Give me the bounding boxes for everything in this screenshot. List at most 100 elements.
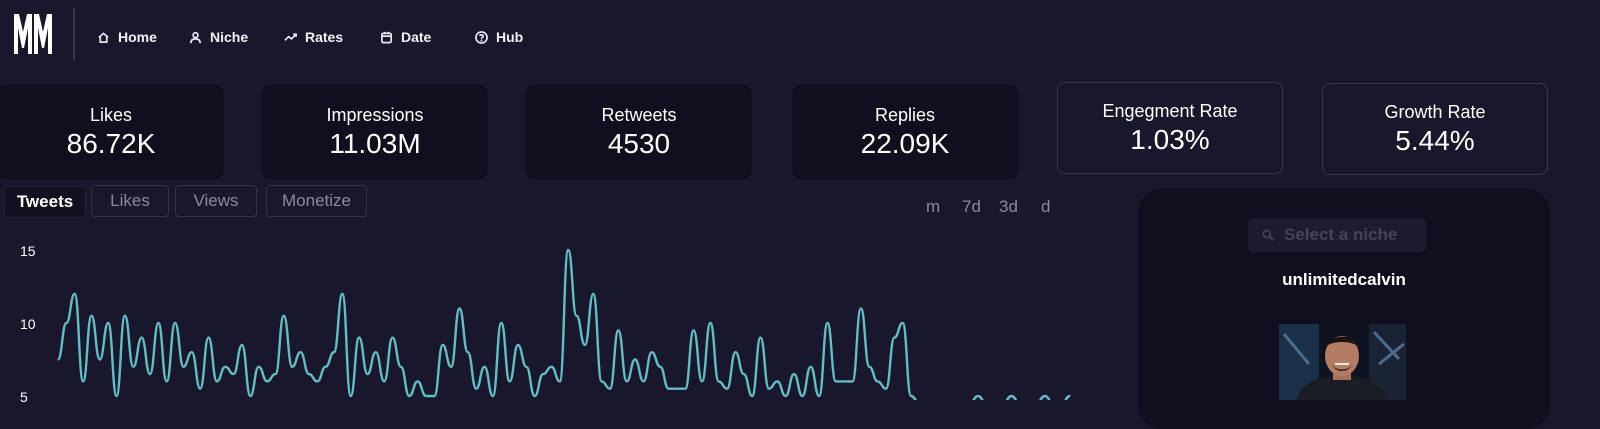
data-point[interactable] (977, 395, 979, 397)
data-point[interactable] (233, 373, 235, 375)
data-point[interactable] (785, 395, 787, 397)
data-point[interactable] (141, 337, 143, 339)
tab-views[interactable]: Views (175, 185, 257, 217)
data-point[interactable] (659, 366, 661, 368)
data-point[interactable] (241, 344, 243, 346)
data-point[interactable] (751, 395, 753, 397)
data-point[interactable] (366, 373, 369, 375)
data-point[interactable] (216, 380, 218, 382)
data-point[interactable] (132, 366, 134, 368)
data-point[interactable] (651, 351, 653, 353)
data-point[interactable] (375, 351, 377, 353)
range-day[interactable]: d (1041, 197, 1051, 216)
data-point[interactable] (525, 366, 527, 368)
data-point[interactable] (835, 380, 837, 382)
tweets-line-chart[interactable] (0, 220, 1130, 400)
data-point[interactable] (182, 366, 185, 368)
data-point[interactable] (743, 373, 745, 375)
data-point[interactable] (308, 373, 310, 375)
data-point[interactable] (534, 395, 536, 397)
data-point[interactable] (274, 373, 277, 375)
data-point[interactable] (910, 395, 912, 397)
mm-logo[interactable] (14, 14, 52, 54)
data-point[interactable] (877, 380, 879, 382)
data-point[interactable] (492, 395, 494, 397)
data-point[interactable] (291, 366, 293, 368)
data-point[interactable] (851, 380, 854, 382)
data-point[interactable] (157, 322, 159, 324)
data-point[interactable] (316, 380, 318, 382)
data-point[interactable] (425, 395, 427, 397)
data-point[interactable] (843, 380, 845, 382)
data-point[interactable] (676, 388, 678, 390)
data-point[interactable] (826, 322, 829, 324)
data-point[interactable] (609, 388, 611, 390)
data-point[interactable] (550, 366, 553, 368)
data-point[interactable] (542, 373, 544, 375)
data-point[interactable] (433, 395, 435, 397)
data-point[interactable] (191, 351, 193, 353)
nav-rates[interactable]: Rates (284, 27, 343, 47)
data-point[interactable] (868, 366, 870, 368)
data-point[interactable] (667, 388, 670, 390)
nav-niche[interactable]: Niche (189, 27, 248, 47)
data-point[interactable] (207, 337, 210, 339)
data-point[interactable] (718, 380, 720, 382)
data-point[interactable] (634, 358, 636, 361)
data-point[interactable] (166, 380, 168, 382)
data-point[interactable] (450, 366, 452, 368)
nav-date[interactable]: Date (380, 27, 431, 47)
data-point[interactable] (475, 388, 477, 390)
data-point[interactable] (90, 315, 93, 317)
tab-monetize[interactable]: Monetize (266, 185, 367, 217)
data-point[interactable] (759, 337, 762, 339)
data-point[interactable] (818, 395, 820, 397)
data-point[interactable] (383, 380, 385, 382)
niche-search[interactable] (1248, 218, 1426, 252)
data-point[interactable] (249, 395, 251, 397)
data-point[interactable] (174, 322, 176, 324)
data-point[interactable] (1069, 395, 1071, 397)
data-point[interactable] (391, 337, 394, 339)
data-point[interactable] (400, 366, 402, 368)
data-point[interactable] (442, 344, 444, 346)
range-3d[interactable]: 3d (999, 197, 1018, 216)
data-point[interactable] (810, 366, 812, 368)
data-point[interactable] (592, 293, 594, 295)
data-point[interactable] (584, 344, 586, 346)
data-point[interactable] (1010, 395, 1013, 397)
data-point[interactable] (283, 315, 285, 317)
data-point[interactable] (709, 322, 711, 324)
data-point[interactable] (99, 358, 101, 361)
data-point[interactable] (358, 337, 360, 339)
data-point[interactable] (693, 329, 695, 331)
data-point[interactable] (82, 380, 84, 382)
data-point[interactable] (567, 249, 569, 251)
data-point[interactable] (333, 351, 335, 353)
data-point[interactable] (199, 388, 201, 390)
data-point[interactable] (684, 388, 686, 390)
data-point[interactable] (350, 395, 352, 397)
data-point[interactable] (417, 380, 419, 382)
data-point[interactable] (559, 380, 561, 382)
data-point[interactable] (768, 388, 770, 390)
data-point[interactable] (701, 380, 703, 382)
nav-home[interactable]: Home (97, 27, 157, 47)
data-point[interactable] (299, 351, 302, 353)
data-point[interactable] (483, 366, 486, 368)
data-point[interactable] (893, 337, 895, 339)
data-point[interactable] (266, 380, 268, 382)
data-point[interactable] (801, 395, 803, 397)
data-point[interactable] (617, 329, 619, 331)
data-point[interactable] (458, 307, 461, 309)
data-point[interactable] (575, 315, 578, 317)
data-point[interactable] (124, 315, 126, 317)
data-point[interactable] (726, 388, 728, 390)
data-point[interactable] (517, 344, 519, 346)
data-point[interactable] (341, 293, 343, 295)
profile-avatar[interactable] (1279, 324, 1406, 400)
data-point[interactable] (325, 366, 327, 368)
data-point[interactable] (776, 380, 778, 382)
tab-tweets[interactable]: Tweets (4, 186, 86, 218)
niche-search-input[interactable] (1282, 224, 1426, 246)
